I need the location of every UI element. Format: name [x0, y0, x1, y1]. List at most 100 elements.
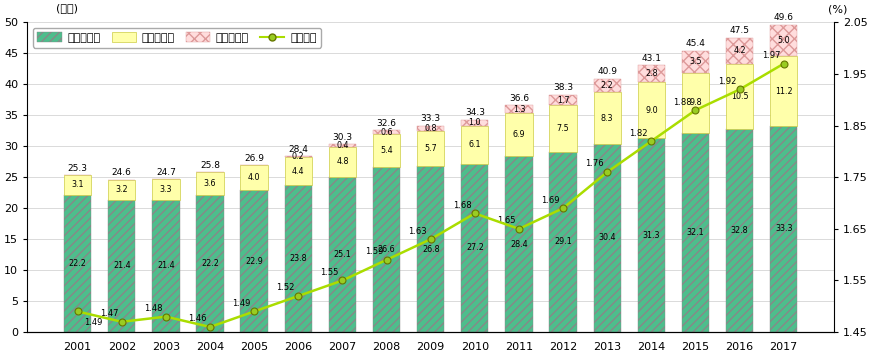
Text: 1.55: 1.55: [321, 268, 339, 277]
Bar: [594, 144, 621, 332]
Text: 3.6: 3.6: [204, 179, 216, 188]
Bar: [461, 120, 488, 126]
Text: 32.1: 32.1: [686, 228, 705, 237]
Text: 1.49: 1.49: [232, 299, 250, 308]
Text: 1.49: 1.49: [85, 318, 103, 327]
Bar: [417, 131, 445, 166]
Text: 26.9: 26.9: [244, 154, 264, 163]
Text: 1.65: 1.65: [497, 216, 515, 225]
Bar: [153, 179, 180, 200]
Text: 32.8: 32.8: [731, 226, 748, 235]
Text: 5.4: 5.4: [380, 146, 393, 155]
Bar: [108, 180, 135, 200]
Bar: [549, 105, 576, 152]
Text: 26.6: 26.6: [378, 245, 395, 254]
Bar: [329, 177, 356, 332]
Bar: [637, 138, 665, 332]
Text: 4.2: 4.2: [733, 46, 746, 56]
Bar: [549, 95, 576, 105]
Text: 10.5: 10.5: [731, 92, 748, 101]
Text: 1.3: 1.3: [513, 105, 525, 114]
Text: 30.3: 30.3: [332, 133, 352, 142]
Text: 1.63: 1.63: [409, 226, 427, 236]
Bar: [461, 126, 488, 164]
Text: 6.1: 6.1: [468, 140, 481, 149]
Text: 4.8: 4.8: [337, 157, 349, 166]
Bar: [682, 133, 709, 332]
Text: 1.48: 1.48: [144, 304, 162, 313]
Text: 8.3: 8.3: [601, 114, 613, 122]
Text: 6.9: 6.9: [513, 130, 525, 139]
Text: 1.59: 1.59: [364, 247, 383, 256]
Text: 4.4: 4.4: [292, 167, 304, 176]
Text: 30.4: 30.4: [598, 234, 616, 242]
Text: 1.88: 1.88: [673, 98, 691, 106]
Text: 1.92: 1.92: [718, 77, 736, 86]
Bar: [770, 57, 797, 126]
Text: 7.5: 7.5: [556, 124, 569, 133]
Text: 1.82: 1.82: [630, 129, 648, 137]
Bar: [637, 83, 665, 138]
Text: 27.2: 27.2: [466, 244, 484, 252]
Text: 24.7: 24.7: [156, 168, 176, 177]
Bar: [241, 166, 268, 190]
Text: 3.2: 3.2: [115, 185, 128, 194]
Bar: [373, 134, 400, 167]
Text: 38.3: 38.3: [553, 83, 573, 93]
Bar: [373, 167, 400, 332]
Bar: [153, 200, 180, 332]
Bar: [505, 105, 533, 114]
Text: 25.3: 25.3: [68, 164, 88, 173]
Text: 3.1: 3.1: [72, 180, 84, 189]
Text: 9.8: 9.8: [689, 98, 702, 108]
Text: 33.3: 33.3: [775, 225, 793, 234]
Text: (万人): (万人): [56, 3, 78, 13]
Text: 2.8: 2.8: [645, 69, 657, 78]
Bar: [549, 152, 576, 332]
Text: 43.1: 43.1: [641, 54, 661, 63]
Text: 32.6: 32.6: [377, 119, 397, 128]
Text: 25.1: 25.1: [334, 250, 351, 259]
Bar: [417, 166, 445, 332]
Bar: [594, 93, 621, 144]
Text: 3.3: 3.3: [160, 185, 172, 194]
Bar: [726, 38, 753, 64]
Text: 4.0: 4.0: [248, 173, 261, 182]
Bar: [196, 195, 224, 332]
Text: 9.0: 9.0: [645, 106, 657, 115]
Text: 25.8: 25.8: [200, 161, 220, 170]
Bar: [64, 195, 92, 332]
Bar: [726, 129, 753, 332]
Text: 21.4: 21.4: [113, 261, 131, 270]
Text: 1.52: 1.52: [276, 283, 295, 292]
Text: 22.2: 22.2: [201, 259, 219, 268]
Bar: [505, 114, 533, 156]
Text: 11.2: 11.2: [775, 87, 793, 96]
Text: 49.6: 49.6: [773, 14, 794, 22]
Bar: [329, 147, 356, 177]
Bar: [726, 64, 753, 129]
Text: 34.3: 34.3: [465, 108, 485, 117]
Bar: [108, 200, 135, 332]
Bar: [637, 65, 665, 83]
Bar: [284, 157, 312, 185]
Bar: [284, 185, 312, 332]
Text: 23.8: 23.8: [290, 254, 307, 263]
Bar: [770, 26, 797, 57]
Text: 31.3: 31.3: [643, 231, 660, 240]
Text: 1.47: 1.47: [99, 309, 119, 318]
Text: 22.9: 22.9: [245, 257, 263, 266]
Text: 29.1: 29.1: [555, 237, 572, 246]
Text: 3.5: 3.5: [689, 57, 702, 66]
Text: 45.4: 45.4: [685, 40, 705, 48]
Bar: [241, 190, 268, 332]
Text: 1.68: 1.68: [453, 201, 471, 210]
Bar: [373, 130, 400, 134]
Text: 21.4: 21.4: [157, 261, 174, 270]
Legend: 身体障害者, 知的障害者, 精神障害者, 実雇用率: 身体障害者, 知的障害者, 精神障害者, 実雇用率: [33, 28, 321, 48]
Bar: [196, 172, 224, 195]
Text: 33.3: 33.3: [420, 114, 440, 124]
Bar: [284, 156, 312, 157]
Text: 5.0: 5.0: [778, 36, 790, 46]
Text: 1.69: 1.69: [541, 195, 560, 205]
